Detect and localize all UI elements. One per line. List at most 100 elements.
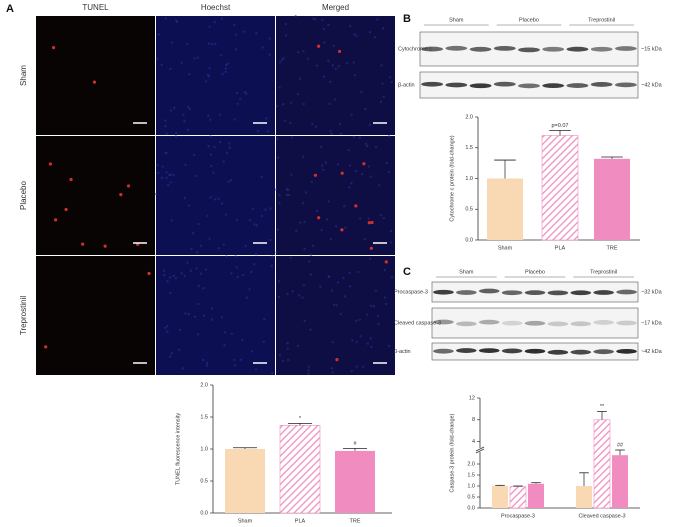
nucleus [328, 102, 331, 106]
nucleus [188, 72, 191, 76]
blot-band [614, 82, 637, 88]
nucleus [197, 222, 200, 226]
nucleus [173, 106, 176, 110]
y-tick-label: 2.0 [467, 461, 475, 467]
nucleus [160, 63, 163, 67]
nucleus [352, 61, 355, 64]
nucleus [168, 276, 172, 279]
y-tick-label: 0.5 [465, 207, 473, 213]
bar [541, 135, 579, 241]
nucleus [322, 75, 326, 78]
nucleus [186, 106, 190, 109]
nucleus [381, 27, 385, 30]
blot-band [593, 349, 614, 355]
nucleus [369, 337, 372, 340]
nucleus [228, 142, 231, 145]
nucleus [283, 119, 287, 123]
nucleus [289, 121, 292, 125]
nucleus [368, 123, 371, 127]
nucleus [183, 274, 187, 277]
nucleus [336, 281, 340, 284]
blot-band [493, 45, 516, 51]
nucleus [230, 332, 233, 336]
nucleus [384, 302, 388, 306]
nucleus [253, 262, 256, 266]
nucleus [194, 174, 197, 178]
nucleus [330, 289, 334, 292]
nucleus [311, 122, 314, 126]
nucleus [309, 253, 313, 257]
bar [487, 178, 523, 240]
nucleus [210, 307, 214, 310]
panel-label: B [403, 13, 411, 25]
nucleus [243, 30, 246, 33]
nucleus [154, 192, 158, 196]
tunel-spot [384, 260, 388, 264]
bar [509, 486, 527, 509]
nucleus [234, 33, 238, 36]
nucleus [209, 153, 213, 156]
blot-band [524, 320, 546, 326]
nucleus [254, 253, 258, 256]
band-size: ~17 kDa [641, 320, 663, 326]
nucleus [278, 61, 282, 64]
nucleus [166, 324, 169, 328]
x-tick-label: PLA [555, 245, 566, 251]
nucleus [224, 67, 227, 70]
nucleus [255, 224, 259, 227]
nucleus [359, 334, 362, 338]
tunel-spot [370, 220, 374, 225]
nucleus [339, 122, 342, 126]
significance-label: p=0.07 [552, 123, 569, 129]
nucleus [220, 316, 224, 319]
y-tick-label: 1.0 [465, 176, 473, 182]
nucleus [248, 219, 252, 222]
nucleus [298, 77, 302, 80]
nucleus [226, 62, 229, 66]
nucleus [298, 221, 302, 224]
nucleus [169, 67, 172, 71]
nucleus [344, 226, 347, 229]
nucleus [244, 244, 247, 248]
blot-group-label: Treprostinil [590, 269, 617, 275]
nucleus [235, 91, 239, 95]
nucleus [275, 251, 278, 254]
x-tick-label: PLA [295, 518, 306, 524]
nucleus [295, 229, 298, 232]
blot-band [456, 348, 477, 353]
nucleus [310, 180, 314, 184]
nucleus [235, 218, 239, 222]
nucleus [213, 20, 216, 24]
nucleus [227, 180, 230, 183]
nucleus [253, 223, 256, 226]
nucleus [236, 102, 239, 105]
nucleus [306, 57, 310, 60]
nucleus [314, 18, 317, 21]
nucleus [368, 31, 372, 34]
nucleus [282, 57, 285, 60]
nucleus [276, 137, 279, 140]
bar [335, 450, 375, 513]
nucleus [268, 37, 271, 40]
nucleus [236, 275, 239, 279]
nucleus [367, 165, 371, 168]
blot-band [501, 290, 523, 296]
nucleus [327, 59, 330, 63]
nucleus [285, 193, 289, 197]
blot-band [456, 290, 477, 295]
nucleus [202, 314, 206, 317]
nucleus [364, 107, 367, 111]
band-name: β-actin [394, 349, 411, 355]
nucleus [339, 312, 342, 316]
nucleus [241, 338, 244, 342]
nucleus [260, 175, 263, 179]
bar [576, 486, 592, 508]
blot-band [469, 83, 492, 89]
nucleus [355, 170, 358, 173]
blot-band [421, 46, 444, 52]
nucleus [191, 232, 195, 235]
nucleus [161, 165, 164, 168]
row-label: Treprostinil [19, 296, 28, 335]
nucleus [199, 244, 203, 247]
nucleus [224, 70, 228, 74]
